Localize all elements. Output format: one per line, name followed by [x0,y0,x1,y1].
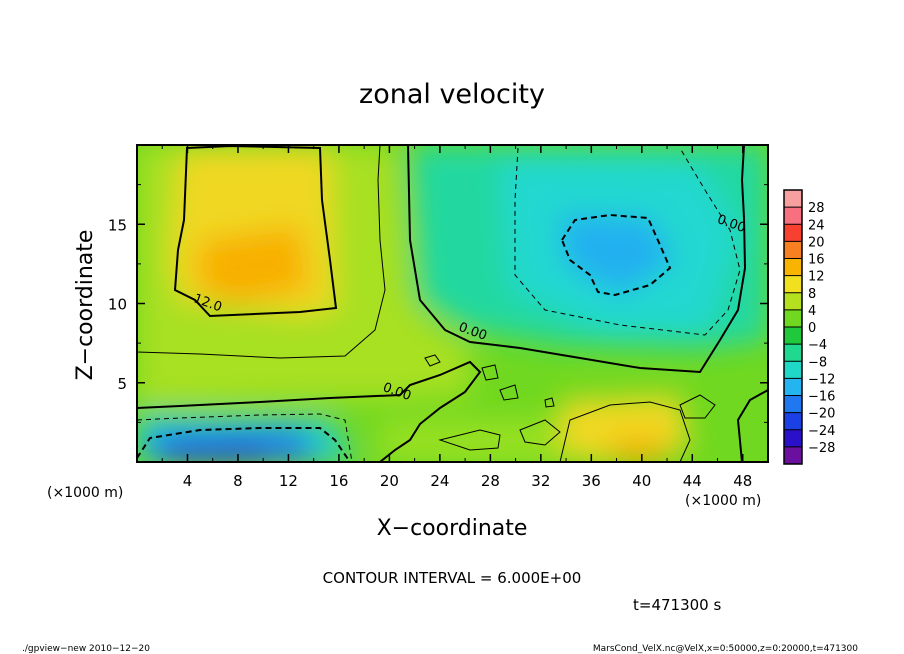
y-tick-label: 15 [108,216,127,234]
contour-interval: CONTOUR INTERVAL = 6.000E+00 [323,569,582,587]
x-tick-label: 16 [329,472,348,490]
region-positive-bottom [380,420,560,462]
colorbar-swatch [784,207,802,225]
colorbar-label: −24 [808,424,835,439]
contour-12 [173,145,338,318]
colorbar-swatch [784,241,802,259]
x-unit-right: (×1000 m) [685,493,761,509]
region-positive-lower-core [610,438,665,462]
contour-6-lower-a [559,401,691,462]
colorbar-label: 16 [808,253,825,268]
contour-0-upper [407,145,747,374]
contour-small-d [544,397,555,408]
colorbar-swatch [784,344,802,362]
colorbar-swatch [784,309,802,327]
colorbar-label: −28 [808,441,835,456]
colorbar-swatch [784,258,802,276]
x-tick-label: 28 [481,472,500,490]
colorbar-swatch [784,446,802,464]
time-label: t=471300 s [633,596,721,614]
colorbar-swatch [784,395,802,413]
x-tick-label: 4 [183,472,193,490]
colorbar-swatch [784,224,802,242]
colorbar-label: 28 [808,201,825,216]
y-axis-ticks: 5 10 15 [108,184,768,423]
contour-6-mid [137,145,386,359]
x-tick-label: 44 [683,472,702,490]
colorbar-label: 8 [808,287,816,302]
footer-right: MarsCond_VelX.nc@VelX,x=0:50000,z=0:2000… [593,644,858,654]
y-tick-label: 5 [117,375,127,393]
colorbar: −28 −24 −20 −16 −12 −8 −4 0 4 8 12 16 20 24 28 [783,189,835,465]
contour-small-a [424,354,441,367]
x-axis-label: X−coordinate [377,516,528,541]
x-tick-label: 32 [531,472,550,490]
x-tick-label: 12 [279,472,298,490]
x-axis-ticks: 4 8 12 16 20 24 28 32 36 40 44 48 [161,145,752,490]
x-tick-label: 8 [233,472,243,490]
contour-small-c [499,384,519,401]
colorbar-swatch [784,275,802,293]
contour-neg12-lower [137,427,351,462]
colorbar-swatch [784,190,802,208]
contour-6-lower-c [519,419,561,446]
x-tick-label: 20 [380,472,399,490]
x-tick-label: 36 [582,472,601,490]
colorbar-label: −12 [808,372,835,387]
y-axis-label: Z−coordinate [73,230,98,381]
region-negative-lower-peak [170,442,270,462]
colorbar-swatch [784,361,802,379]
colorbar-label: −8 [808,355,827,370]
x-tick-label: 40 [632,472,651,490]
contour-neg6-ring [514,147,741,336]
colorbar-label: 24 [808,218,825,233]
region-positive-core [195,225,310,305]
x-tick-label: 48 [733,472,752,490]
contour-0-lower [137,360,482,462]
contour-small-b [481,364,499,381]
contour-6-lower-b [438,429,501,451]
colorbar-label: −16 [808,390,835,405]
colorbar-label: 20 [808,235,825,250]
contour-neg12-core [560,213,672,297]
colorbar-label: −4 [808,338,827,353]
colorbar-label: 4 [808,304,816,319]
colorbar-label: −20 [808,407,835,422]
y-tick-label: 10 [108,296,127,314]
colorbar-label: 12 [808,270,825,285]
colorbar-swatch [784,378,802,396]
contour-lines [137,145,768,462]
contour-neg6-lower [137,413,353,462]
plot-area: 12.00.000.000.00 [137,145,768,462]
chart-title: zonal velocity [359,79,545,110]
x-unit-left: (×1000 m) [47,485,123,501]
colorbar-swatch [784,429,802,447]
colorbar-label: 0 [808,321,816,336]
contour-6-lower-d [679,394,716,419]
colorbar-swatch [784,412,802,430]
colorbar-swatch [784,327,802,345]
contour-0-right [736,389,768,462]
footer-left: ./gpview−new 2010−12−20 [22,644,150,654]
x-tick-label: 24 [430,472,449,490]
colorbar-swatch [784,292,802,310]
